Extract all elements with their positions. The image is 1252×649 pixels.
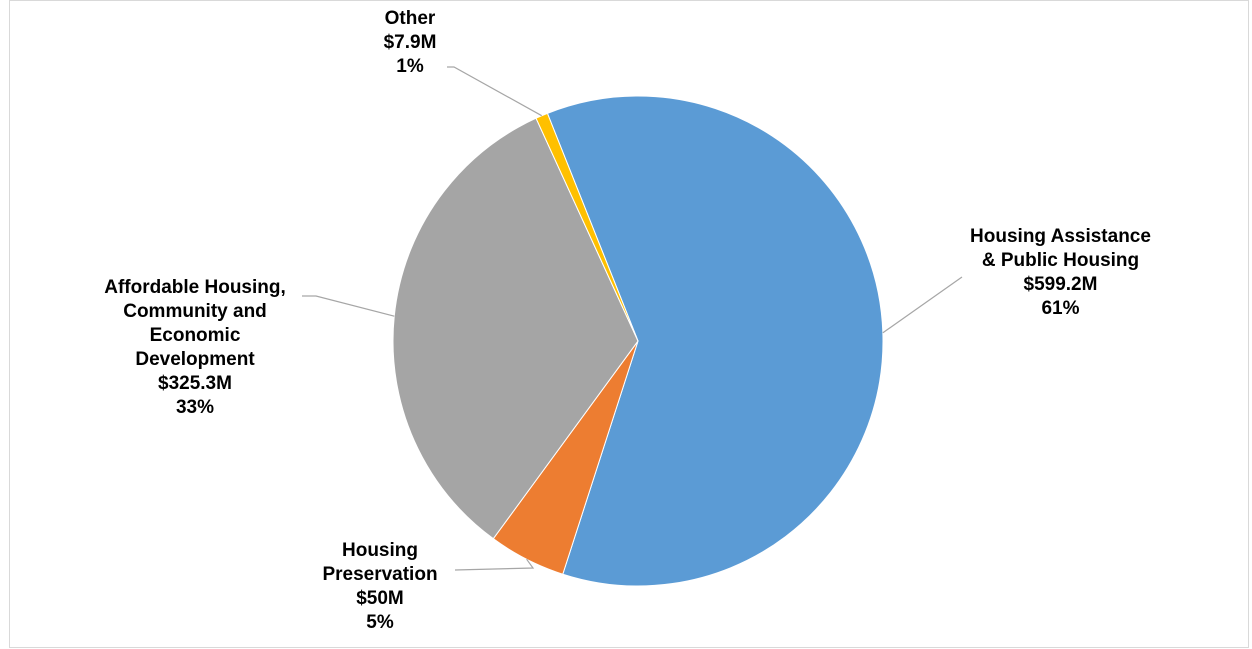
- label-percent: 33%: [175, 397, 215, 418]
- label-percent: 1%: [396, 56, 424, 77]
- label-name-line: Development: [135, 349, 255, 370]
- label-amount: $50M: [356, 588, 404, 609]
- leader-line-other: [447, 66, 542, 117]
- data-label-housing-preservation: Housing Preservation $50M 5%: [300, 539, 460, 635]
- label-percent: 5%: [366, 612, 394, 633]
- label-name-line: Community and: [123, 301, 267, 322]
- label-name-line: Housing Assistance: [970, 226, 1151, 247]
- pie-slice-housing-assistance: [546, 95, 884, 587]
- label-amount: $325.3M: [158, 373, 232, 394]
- label-amount: $7.9M: [383, 32, 437, 53]
- label-name-line: Housing: [342, 540, 418, 561]
- label-name-line: Economic: [149, 325, 241, 346]
- label-name-line: Other: [384, 8, 436, 29]
- label-percent: 61%: [1041, 298, 1080, 319]
- data-label-other: Other $7.9M 1%: [350, 7, 470, 79]
- leader-line-housing-assistance: [882, 276, 963, 334]
- leader-line-housing-preservation: [454, 558, 535, 571]
- label-amount: $599.2M: [1023, 274, 1098, 295]
- label-name-line: & Public Housing: [981, 250, 1140, 271]
- data-label-housing-assistance: Housing Assistance & Public Housing $599…: [948, 225, 1173, 321]
- label-name-line: Affordable Housing,: [104, 277, 286, 298]
- leader-line-affordable-housing: [302, 295, 395, 317]
- data-label-affordable-housing: Affordable Housing, Community and Econom…: [70, 276, 320, 420]
- pie-slice-other: [535, 112, 639, 342]
- label-name-line: Preservation: [322, 564, 438, 585]
